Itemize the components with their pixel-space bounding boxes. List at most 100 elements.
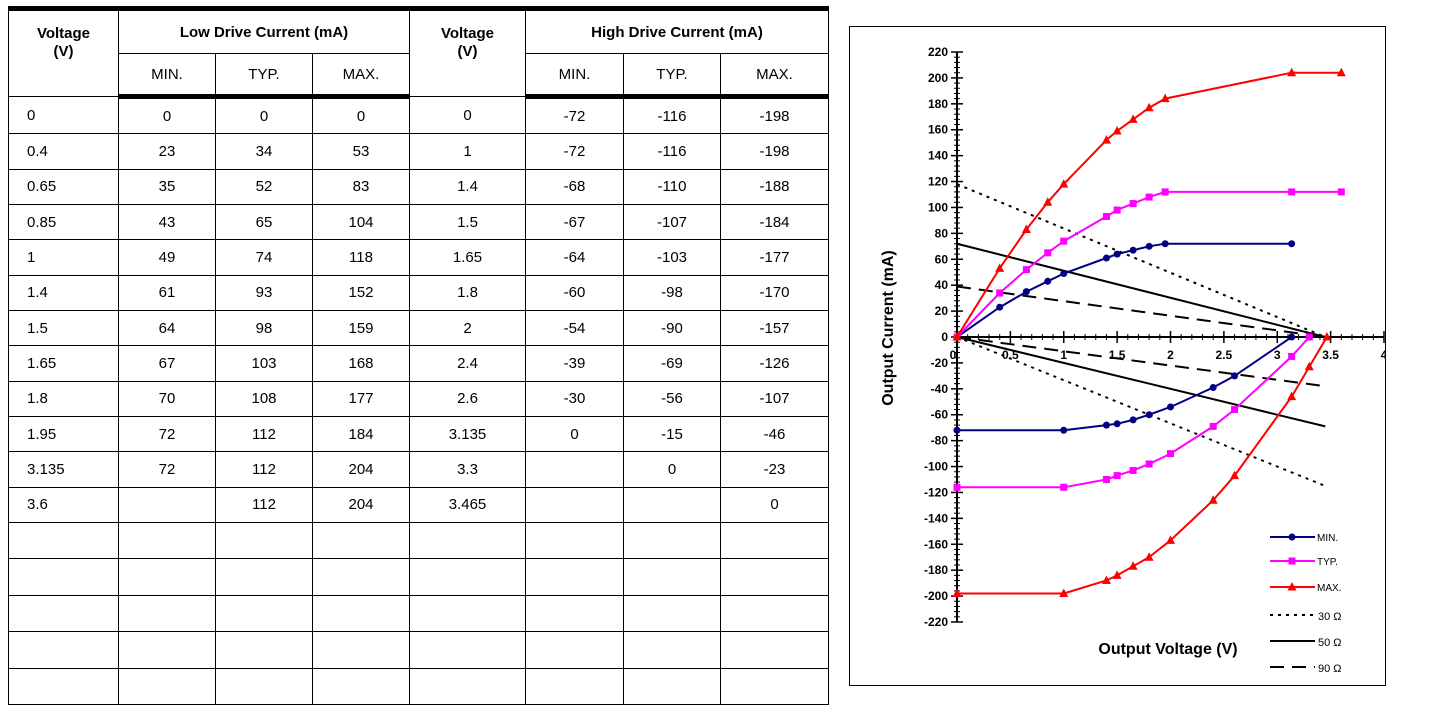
point-marker <box>1059 588 1069 597</box>
table-cell: 0.65 <box>8 168 119 206</box>
table-cell <box>525 486 624 524</box>
point-marker <box>1145 411 1153 419</box>
y-tick-label: 80 <box>935 226 949 240</box>
table-cell: 98 <box>215 310 313 347</box>
table-row-empty <box>8 631 829 669</box>
point-marker <box>1287 67 1297 77</box>
table-cell: 35 <box>118 168 216 206</box>
table-cell <box>720 667 829 705</box>
y-tick-label: 0 <box>941 330 948 344</box>
y-tick-label: -120 <box>924 485 948 499</box>
table-cell: -170 <box>720 274 829 312</box>
table-cell: -157 <box>720 310 829 347</box>
table-cell: -107 <box>720 380 829 418</box>
header-high-min: MIN. <box>525 53 624 99</box>
table-cell <box>409 667 526 705</box>
tick-labels: 220200180160140120100806040200-20-40-60-… <box>924 45 1385 629</box>
point-marker <box>1208 495 1218 504</box>
legend-label: 30 Ω <box>1318 611 1342 623</box>
point-marker <box>1113 472 1121 480</box>
table-cell: -110 <box>623 168 721 206</box>
table-cell: -198 <box>720 133 829 170</box>
table-cell: -188 <box>720 168 829 206</box>
table-cell: 3.135 <box>409 416 526 453</box>
point-marker <box>1288 240 1296 248</box>
table-cell: 3.465 <box>409 486 526 524</box>
y-tick-label: 40 <box>935 278 949 292</box>
load-line-1-high <box>956 336 1326 428</box>
point-marker <box>995 263 1005 272</box>
header-voltage-low: Voltage (V) <box>8 6 119 97</box>
point-marker <box>1113 250 1121 258</box>
data-series <box>952 67 1346 597</box>
point-marker <box>1021 224 1031 233</box>
x-tick-label: 3.5 <box>1322 348 1339 362</box>
table-cell <box>623 522 721 560</box>
table-cell: 0 <box>720 486 829 524</box>
table-cell: 70 <box>118 380 216 418</box>
y-tick-label: 180 <box>928 97 948 111</box>
table-cell <box>215 594 313 633</box>
table-cell: 0 <box>312 95 410 135</box>
table-cell: -39 <box>525 345 624 382</box>
table-cell: 1.8 <box>8 380 119 418</box>
table-cell: -60 <box>525 274 624 312</box>
point-marker <box>1166 535 1175 544</box>
table-cell: 34 <box>215 133 313 170</box>
table-cell <box>215 558 313 596</box>
point-marker <box>1113 206 1121 214</box>
output-current-chart: 220 200 180 160 140 120 100 80 60 40 20 0 -20 -40 -60-… <box>849 26 1386 686</box>
point-marker <box>1287 582 1297 591</box>
table-cell: 0 <box>623 451 721 488</box>
table-cell: 0 <box>215 95 313 135</box>
table-cell: 53 <box>312 133 410 170</box>
point-marker <box>1337 188 1345 196</box>
point-marker <box>952 332 962 341</box>
table-cell <box>525 631 624 669</box>
table-cell: -90 <box>623 310 721 347</box>
table-cell <box>118 522 216 560</box>
point-marker <box>1060 426 1068 434</box>
table-cell <box>720 594 829 633</box>
chart-canvas: 220200180160140120100806040200-20-40-60-… <box>880 45 1385 675</box>
y-tick-label: -140 <box>924 511 948 525</box>
table-cell: 72 <box>118 416 216 453</box>
table-row: 0.4 23 34 53 1 -72 -116 -198 <box>8 133 829 170</box>
table-cell: 3.3 <box>409 451 526 488</box>
y-tick-label: 200 <box>928 71 948 85</box>
table-cell: 112 <box>215 451 313 488</box>
point-marker <box>1161 240 1169 248</box>
table-cell <box>215 522 313 560</box>
table-row: 1.65 67 103 168 2.4 -39 -69 -126 <box>8 345 829 382</box>
table-cell: 204 <box>312 451 410 488</box>
point-marker <box>1322 332 1332 341</box>
point-marker <box>1102 476 1110 483</box>
table-cell <box>8 631 119 669</box>
table-cell <box>8 522 119 560</box>
y-tick-label: -160 <box>924 537 948 551</box>
table-cell: 1.95 <box>8 416 119 453</box>
table-cell: 204 <box>312 486 410 524</box>
table-cell: 64 <box>118 310 216 347</box>
table-cell: 112 <box>215 416 313 453</box>
point-marker <box>1145 460 1153 468</box>
table-cell: 1.4 <box>8 274 119 312</box>
table-cell: -126 <box>720 345 829 382</box>
point-marker <box>1102 421 1110 429</box>
table-cell <box>312 522 410 560</box>
table-row: 1.5 64 98 159 2 -54 -90 -157 <box>8 310 829 347</box>
table-cell: 168 <box>312 345 410 382</box>
point-marker <box>1230 470 1240 480</box>
load-line-0-high <box>956 336 1326 487</box>
table-cell: 112 <box>215 486 313 524</box>
legend-label: 50 Ω <box>1318 637 1342 649</box>
table-row: 0 0 0 0 0 -72 -116 -198 <box>8 95 829 135</box>
table-cell: 104 <box>312 204 410 241</box>
table-cell <box>409 522 526 560</box>
table-cell: 2.6 <box>409 380 526 418</box>
x-axis-label: Output Voltage (V) <box>1098 641 1237 658</box>
table-cell: -177 <box>720 239 829 276</box>
y-tick-label: -40 <box>931 382 949 396</box>
table-cell: 0.85 <box>8 204 119 241</box>
table-cell: -23 <box>720 451 829 488</box>
